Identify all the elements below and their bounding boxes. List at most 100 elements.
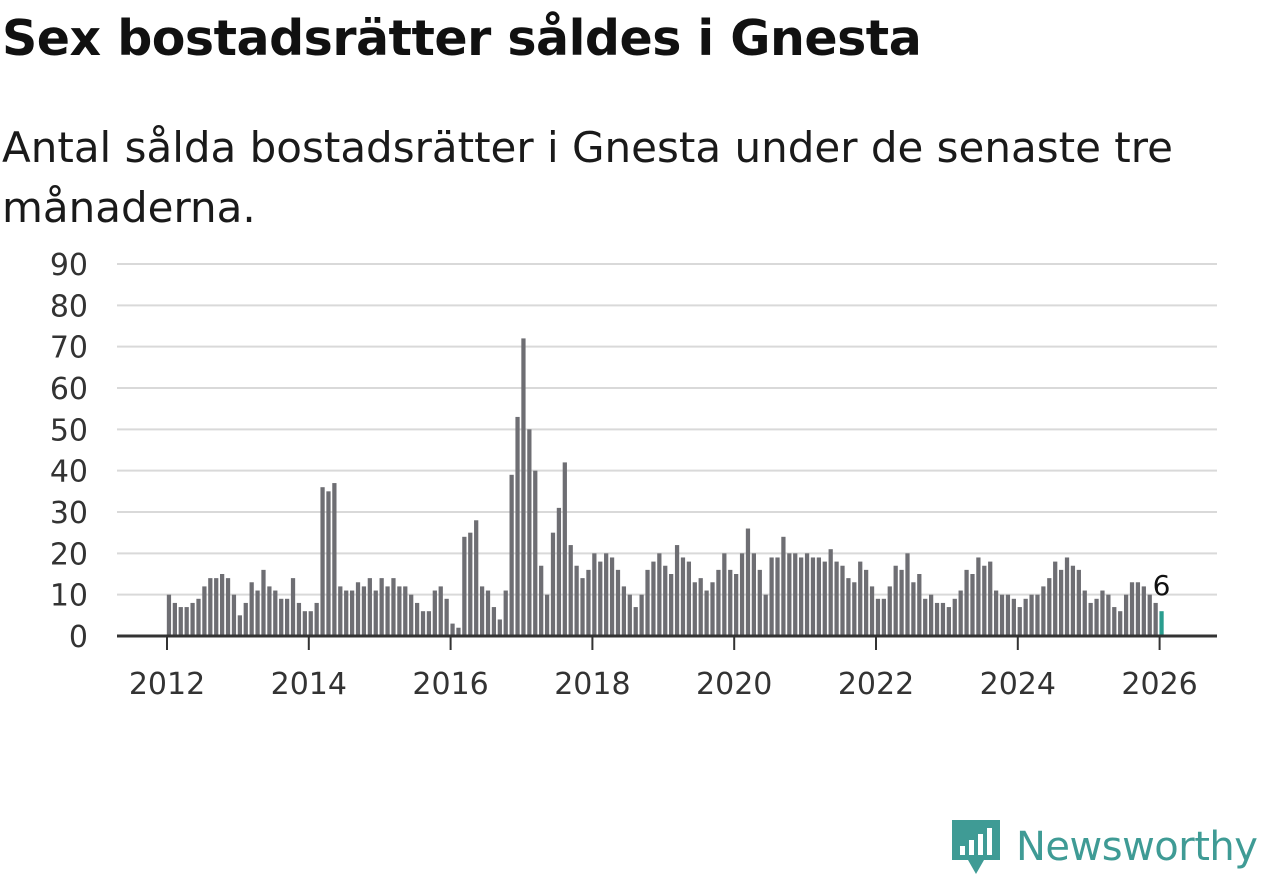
bar [604, 553, 609, 636]
bar [763, 594, 768, 636]
bar [929, 594, 934, 636]
bar [775, 557, 780, 636]
y-tick-label: 20 [50, 537, 88, 572]
bar [710, 582, 715, 636]
bar [462, 536, 467, 636]
bar [1047, 578, 1052, 636]
bar [745, 528, 751, 636]
bar [674, 545, 680, 636]
bar [598, 561, 603, 636]
x-tick-label: 2022 [838, 667, 914, 702]
bar [361, 586, 367, 636]
bar [397, 586, 402, 636]
bar [568, 545, 573, 636]
bar [562, 462, 567, 636]
bar [414, 602, 420, 636]
bar [799, 557, 804, 636]
bar [509, 474, 514, 636]
bar [468, 532, 473, 636]
bar [976, 557, 981, 636]
bar [633, 607, 638, 636]
x-tick-label: 2012 [129, 667, 205, 702]
bar [326, 491, 331, 636]
bar [450, 623, 455, 636]
bar [1023, 598, 1028, 636]
bar [533, 470, 538, 636]
bar [420, 611, 426, 636]
bar [751, 553, 756, 636]
bar [846, 578, 851, 636]
bar [196, 598, 201, 636]
bar [426, 611, 432, 636]
bar [1076, 569, 1081, 636]
y-tick-label: 90 [50, 248, 88, 283]
bar [527, 429, 532, 636]
bar [716, 569, 721, 636]
bar [822, 561, 827, 636]
bar [875, 598, 881, 636]
bar [680, 557, 686, 636]
bar [444, 598, 449, 636]
bar [669, 574, 674, 636]
bars [166, 338, 1164, 636]
bar [722, 553, 727, 636]
x-tick-label: 2018 [554, 667, 630, 702]
bar [308, 611, 313, 636]
bar [982, 565, 987, 636]
y-tick-label: 30 [50, 496, 88, 531]
bar [1058, 569, 1064, 636]
bar [544, 594, 550, 636]
bar [1100, 590, 1105, 636]
y-tick-label: 40 [50, 455, 88, 490]
bar [290, 578, 296, 636]
bar [1088, 602, 1093, 636]
bar [332, 483, 337, 636]
bar [367, 578, 372, 636]
bar [296, 602, 302, 636]
bar [858, 561, 863, 636]
bar [349, 590, 355, 636]
y-tick-label: 60 [50, 372, 88, 407]
bar [958, 590, 963, 636]
bar [438, 586, 443, 636]
bar [503, 590, 508, 636]
bar [657, 553, 662, 636]
bar [1112, 607, 1117, 636]
bar [1064, 557, 1070, 636]
bar [1011, 598, 1016, 636]
bar [279, 598, 284, 636]
bar [190, 602, 195, 636]
bar [479, 586, 485, 636]
bar [1135, 582, 1141, 636]
y-tick-label: 10 [50, 579, 88, 614]
x-axis-ticks: 2012 2014 2016 2018 2020 2022 2024 2026 [129, 636, 1198, 702]
newsworthy-logo-icon [952, 820, 1000, 874]
bar [609, 557, 615, 636]
bar [934, 602, 940, 636]
y-tick-label: 80 [50, 289, 88, 324]
y-axis-ticks: 0 10 20 30 40 50 60 70 80 90 [50, 248, 88, 655]
bar [899, 569, 904, 636]
bar [739, 553, 745, 636]
bar [769, 557, 774, 636]
bar [1147, 594, 1152, 636]
bar [178, 607, 183, 636]
bar [320, 487, 325, 636]
bar [314, 602, 319, 636]
bar [385, 586, 390, 636]
bar [267, 586, 272, 636]
bar [1129, 582, 1135, 636]
bar [172, 602, 177, 636]
bar [663, 565, 668, 636]
bar [1053, 561, 1058, 636]
bar [1118, 611, 1123, 636]
bar [1153, 602, 1158, 636]
bar-latest [1159, 611, 1164, 636]
bar [1029, 594, 1034, 636]
bar [1070, 565, 1076, 636]
last-value-label: 6 [1153, 569, 1171, 602]
x-tick-label: 2026 [1121, 667, 1197, 702]
bar [952, 598, 957, 636]
bar [1041, 586, 1046, 636]
bar [373, 590, 378, 636]
